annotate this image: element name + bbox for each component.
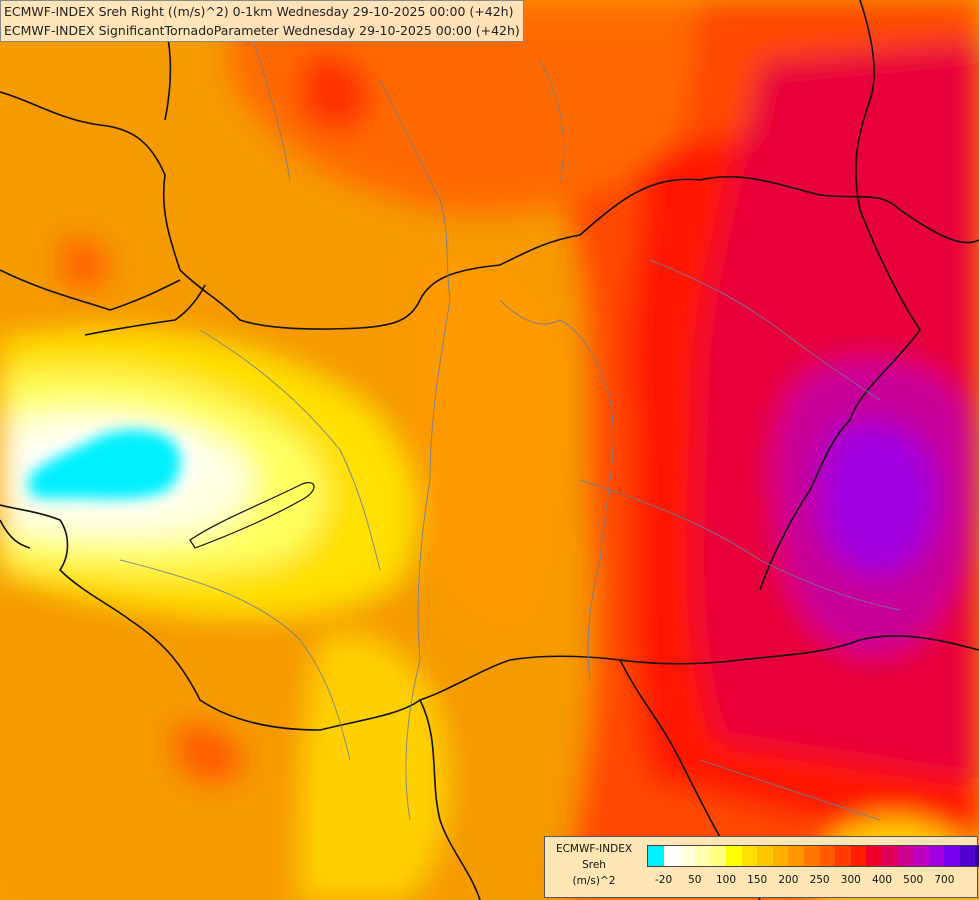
color-legend: ECMWF-INDEX Sreh (m/s)^2 -20 50 100 150 200 2… — [544, 836, 979, 898]
legend-swatch — [741, 846, 758, 866]
legend-label: ECMWF-INDEX Sreh (m/s)^2 — [545, 841, 643, 889]
legend-tick-label: 300 — [840, 874, 861, 886]
legend-swatch — [803, 846, 820, 866]
legend-swatch — [866, 846, 882, 866]
legend-tick-label: 50 — [688, 874, 702, 886]
legend-swatch — [928, 846, 945, 866]
legend-line-1: ECMWF-INDEX — [555, 843, 633, 855]
legend-swatch — [788, 846, 804, 866]
legend-tick-label: 200 — [778, 874, 799, 886]
rivers — [119, 0, 901, 821]
legend-line-2: Sreh — [582, 859, 606, 871]
legend-tick-label: -20 — [655, 874, 673, 886]
legend-swatches — [647, 845, 979, 867]
legend-swatch — [959, 846, 976, 866]
legend-swatch — [679, 846, 695, 866]
legend-swatch — [819, 846, 836, 866]
legend-swatch — [710, 846, 726, 866]
title-line-2: ECMWF-INDEX SignificantTornadoParameter … — [4, 23, 520, 38]
legend-swatch — [648, 846, 664, 866]
cyan-sreh-area — [28, 429, 181, 500]
legend-swatch — [975, 846, 979, 866]
legend-tick-label: 100 — [715, 874, 737, 886]
legend-tick-label: 500 — [903, 874, 924, 886]
legend-swatch — [725, 846, 742, 866]
legend-tick-label: 700 — [934, 874, 955, 886]
legend-tick-label: 250 — [809, 874, 830, 886]
legend-swatch — [757, 846, 773, 866]
legend-ticks: -20 50 100 150 200 250 300 400 500 700 — [647, 874, 977, 890]
legend-swatch — [944, 846, 960, 866]
legend-line-3: (m/s)^2 — [572, 875, 616, 887]
legend-swatch — [772, 846, 789, 866]
legend-swatch — [663, 846, 680, 866]
lake-outline — [189, 482, 315, 549]
legend-swatch — [694, 846, 711, 866]
title-line-1: ECMWF-INDEX Sreh Right ((m/s)^2) 0-1km W… — [4, 4, 514, 19]
legend-swatch — [897, 846, 914, 866]
legend-swatch — [881, 846, 898, 866]
legend-swatch — [913, 846, 929, 866]
legend-swatch — [850, 846, 867, 866]
map-title-box: ECMWF-INDEX Sreh Right ((m/s)^2) 0-1km W… — [0, 0, 524, 42]
legend-tick-label: 400 — [871, 874, 893, 886]
legend-tick-label: 150 — [747, 874, 768, 886]
legend-swatch — [835, 846, 851, 866]
